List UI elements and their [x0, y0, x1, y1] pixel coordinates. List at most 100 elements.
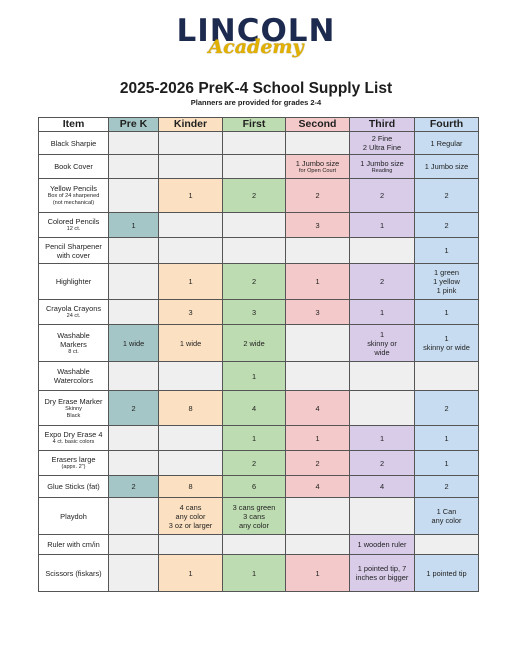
table-row: Pencil Sharpener with cover 1 — [38, 237, 479, 264]
col-header-fourth: Fourth — [414, 117, 479, 132]
item-cell: Washable Markers 8 ct. — [38, 324, 109, 362]
item-cell: Highlighter — [38, 263, 109, 300]
cell-text: inches or bigger — [355, 573, 409, 582]
cell-fourth: 2 — [414, 178, 479, 213]
cell-text: 1 — [315, 277, 320, 286]
item-label-line: Dry Erase Marker — [44, 396, 103, 406]
cell-first: 6 — [222, 475, 286, 498]
cell-fourth: 1 green 1 yellow 1 pink — [414, 263, 479, 300]
cell-text: skinny or — [367, 338, 397, 348]
cell-text: 1 — [188, 568, 193, 578]
cell-text: 1 — [444, 458, 449, 468]
cell-kinder — [158, 212, 223, 238]
cell-first — [222, 237, 286, 264]
cell-text: 2 — [444, 403, 449, 413]
table-row: Glue Sticks (fat) 2 8 6 4 4 2 — [38, 475, 479, 498]
table-row: Playdoh 4 cans any color 3 oz or larger 3 ca… — [38, 497, 479, 535]
cell-second: 4 — [285, 475, 350, 498]
item-label-line: Box of 24 sharpened — [47, 193, 100, 199]
cell-fourth: 1 Jumbo size — [414, 154, 479, 179]
col-header-prek: Pre K — [108, 117, 159, 132]
table-row: Crayola Crayons 24 ct. 3 3 3 1 1 — [38, 299, 479, 325]
cell-third — [349, 237, 415, 264]
item-label-line: Glue Sticks (fat) — [47, 482, 100, 491]
cell-first: 3 — [222, 299, 286, 325]
cell-third: 2 — [349, 450, 415, 476]
page-title: 2025-2026 PreK-4 School Supply List — [119, 80, 393, 97]
item-label-line: Playdoh — [60, 511, 87, 521]
cell-text: 2 — [315, 458, 320, 468]
cell-third: 1 Jumbo size Reading — [349, 154, 415, 179]
table-row: Dry Erase Marker Skinny Black 2 8 4 4 2 — [38, 390, 479, 426]
cell-second: 1 — [285, 425, 350, 451]
cell-text: 2 Fine — [371, 134, 393, 143]
item-label-line: 4 ct. basic colors — [52, 439, 95, 445]
cell-prek — [108, 497, 159, 535]
item-cell: Colored Pencils 12 ct. — [38, 212, 109, 238]
cell-second: 2 — [285, 178, 350, 213]
table-row: Black Sharpie 2 Fine 2 Ultra Fine 1 Regular — [38, 131, 479, 155]
cell-third — [349, 390, 415, 426]
cell-second: 1 — [285, 554, 350, 592]
cell-text: 2 — [444, 220, 449, 230]
supply-table: Item Pre K Kinder First Second Third Fou… — [38, 117, 479, 592]
table-row: Erasers large (appx. 2") 2 2 2 1 — [38, 450, 479, 476]
item-label-line: Pencil Sharpener — [45, 241, 102, 251]
page-subtitle: Planners are provided for grades 2-4 — [190, 98, 322, 107]
cell-text: 1 Can — [436, 507, 457, 516]
cell-prek — [108, 425, 159, 451]
cell-prek: 2 — [108, 390, 159, 426]
item-label-line: Book Cover — [54, 162, 93, 171]
cell-text: 1 — [131, 220, 136, 230]
item-label-line: Colored Pencils — [47, 217, 100, 226]
cell-first — [222, 534, 286, 555]
item-label-line: Skinny — [65, 405, 82, 412]
item-cell: Black Sharpie — [38, 131, 109, 155]
cell-prek — [108, 534, 159, 555]
cell-text: 1 wide — [179, 338, 202, 348]
cell-third — [349, 361, 415, 391]
cell-prek: 2 — [108, 475, 159, 498]
cell-third: 2 Fine 2 Ultra Fine — [349, 131, 415, 155]
cell-prek: 1 wide — [108, 324, 159, 362]
cell-second — [285, 534, 350, 555]
cell-text: 8 — [188, 403, 193, 413]
cell-text: 1 — [379, 307, 385, 317]
cell-prek — [108, 361, 159, 391]
cell-text: 1 — [444, 307, 449, 317]
cell-text: 1 — [251, 433, 257, 443]
cell-third: 1 — [349, 299, 415, 325]
item-cell: Erasers large (appx. 2") — [38, 450, 109, 476]
cell-kinder: 8 — [158, 475, 223, 498]
cell-text: 3 cans green — [232, 502, 276, 512]
cell-text: 3 — [188, 307, 193, 317]
cell-subtext: Reading — [371, 167, 393, 174]
cell-text: 2 — [251, 458, 257, 468]
cell-first: 2 — [222, 263, 286, 300]
cell-text: skinny or wide — [423, 343, 470, 352]
cell-text: 1 — [315, 568, 320, 578]
cell-text: 2 — [444, 482, 449, 491]
item-cell: Yellow Pencils Box of 24 sharpened (not me… — [38, 178, 109, 213]
cell-second — [285, 131, 350, 155]
item-label-line: Black — [66, 412, 81, 419]
cell-text: 2 — [379, 458, 385, 468]
cell-third: 2 — [349, 178, 415, 213]
cell-text: 3 — [251, 307, 257, 317]
cell-kinder: 3 — [158, 299, 223, 325]
item-cell: Book Cover — [38, 154, 109, 179]
cell-kinder — [158, 450, 223, 476]
table-row: Yellow Pencils Box of 24 sharpened (not me… — [38, 178, 479, 213]
cell-first: 3 cans green 3 cans any color — [222, 497, 286, 535]
cell-text: 1 Regular — [430, 138, 463, 148]
cell-prek — [108, 263, 159, 300]
cell-text: 6 — [251, 482, 257, 491]
table-row: Colored Pencils 12 ct. 1 3 1 2 — [38, 212, 479, 238]
header-row: Item Pre K Kinder First Second Third Fou… — [38, 117, 479, 132]
cell-text: 1 — [444, 246, 449, 255]
cell-text: any color — [239, 520, 269, 530]
cell-text: 1 — [379, 329, 385, 339]
cell-second: 1 — [285, 263, 350, 300]
